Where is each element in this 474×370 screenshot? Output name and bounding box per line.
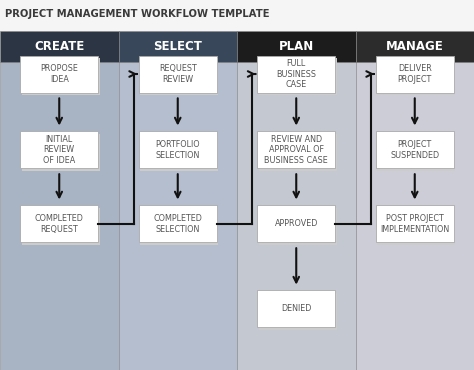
FancyBboxPatch shape — [375, 205, 454, 242]
FancyBboxPatch shape — [138, 56, 217, 92]
FancyBboxPatch shape — [257, 205, 336, 242]
Text: REVIEW AND
APPROVAL OF
BUSINESS CASE: REVIEW AND APPROVAL OF BUSINESS CASE — [264, 135, 328, 165]
Bar — [237, 62, 356, 370]
FancyBboxPatch shape — [259, 58, 337, 95]
Text: FULL
BUSINESS
CASE: FULL BUSINESS CASE — [276, 59, 316, 89]
Bar — [0, 62, 118, 370]
FancyBboxPatch shape — [138, 205, 217, 242]
Text: PROJECT
SUSPENDED: PROJECT SUSPENDED — [390, 140, 439, 159]
Text: COMPLETED
SELECTION: COMPLETED SELECTION — [153, 214, 202, 233]
FancyBboxPatch shape — [257, 56, 336, 92]
Text: PORTFOLIO
SELECTION: PORTFOLIO SELECTION — [155, 140, 200, 159]
FancyBboxPatch shape — [22, 134, 100, 171]
Text: PROJECT MANAGEMENT WORKFLOW TEMPLATE: PROJECT MANAGEMENT WORKFLOW TEMPLATE — [5, 9, 269, 19]
Text: CREATE: CREATE — [34, 40, 84, 53]
Text: APPROVED: APPROVED — [274, 219, 318, 228]
FancyBboxPatch shape — [140, 58, 218, 95]
FancyBboxPatch shape — [259, 208, 337, 245]
FancyBboxPatch shape — [257, 290, 336, 327]
Bar — [118, 62, 237, 370]
FancyBboxPatch shape — [22, 208, 100, 245]
FancyBboxPatch shape — [138, 131, 217, 168]
FancyBboxPatch shape — [259, 293, 337, 330]
Bar — [356, 62, 474, 370]
Text: DENIED: DENIED — [281, 305, 311, 313]
Bar — [356, 31, 474, 62]
Text: PLAN: PLAN — [279, 40, 314, 53]
FancyBboxPatch shape — [20, 131, 99, 168]
Text: SELECT: SELECT — [153, 40, 202, 53]
Bar — [118, 31, 237, 62]
FancyBboxPatch shape — [377, 134, 455, 171]
FancyBboxPatch shape — [377, 58, 455, 95]
Text: PROPOSE
IDEA: PROPOSE IDEA — [40, 64, 78, 84]
Text: MANAGE: MANAGE — [386, 40, 444, 53]
Bar — [237, 31, 356, 62]
FancyBboxPatch shape — [140, 208, 218, 245]
FancyBboxPatch shape — [375, 131, 454, 168]
FancyBboxPatch shape — [257, 131, 336, 168]
FancyBboxPatch shape — [22, 58, 100, 95]
FancyBboxPatch shape — [140, 134, 218, 171]
FancyBboxPatch shape — [375, 56, 454, 92]
FancyBboxPatch shape — [259, 134, 337, 171]
Text: COMPLETED
REQUEST: COMPLETED REQUEST — [35, 214, 84, 233]
FancyBboxPatch shape — [20, 205, 99, 242]
FancyBboxPatch shape — [377, 208, 455, 245]
Text: DELIVER
PROJECT: DELIVER PROJECT — [398, 64, 432, 84]
FancyBboxPatch shape — [20, 56, 99, 92]
Text: REQUEST
REVIEW: REQUEST REVIEW — [159, 64, 197, 84]
Text: INITIAL
REVIEW
OF IDEA: INITIAL REVIEW OF IDEA — [43, 135, 75, 165]
Text: POST PROJECT
IMPLEMENTATION: POST PROJECT IMPLEMENTATION — [380, 214, 449, 233]
Bar — [0, 31, 118, 62]
